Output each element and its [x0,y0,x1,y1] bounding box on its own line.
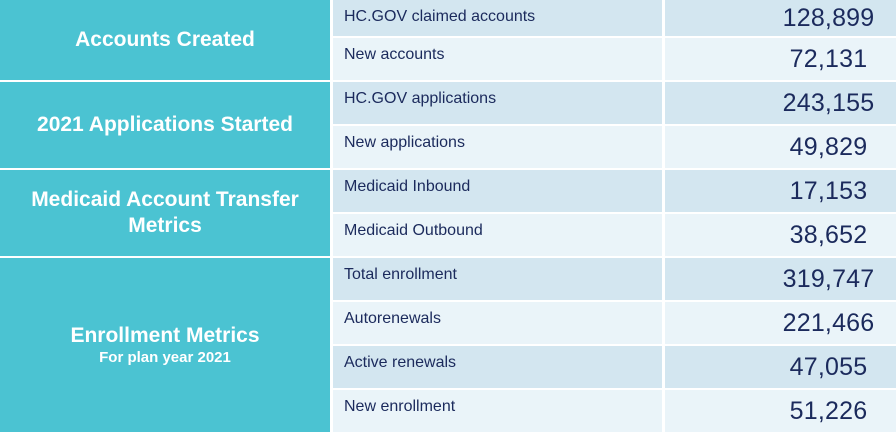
metric-value-cell: 38,652 [665,214,896,256]
group-subtitle: For plan year 2021 [99,349,231,367]
metric-value-cell: 221,466 [665,302,896,344]
group-header-cell: Medicaid Account Transfer Metrics [0,170,330,256]
metric-label-cell: New accounts [333,38,662,80]
metric-value-cell: 72,131 [665,38,896,80]
metric-label-cell: Active renewals [333,346,662,388]
group-title: 2021 Applications Started [37,113,293,137]
metric-label-cell: Autorenewals [333,302,662,344]
metric-value-cell: 17,153 [665,170,896,212]
group-title: Enrollment Metrics [70,323,260,347]
metric-value-cell: 243,155 [665,82,896,124]
metric-value-cell: 49,829 [665,126,896,168]
group-header-cell: Accounts Created [0,0,330,80]
metric-value-cell: 47,055 [665,346,896,388]
metric-value-cell: 319,747 [665,258,896,300]
metric-label-cell: HC.GOV claimed accounts [333,0,662,36]
metric-label-cell: HC.GOV applications [333,82,662,124]
metric-label-cell: New enrollment [333,390,662,432]
group-header-cell: Enrollment Metrics For plan year 2021 [0,258,330,432]
group-title: Accounts Created [75,28,255,52]
group-title: Medicaid Account Transfer Metrics [31,188,299,237]
group-header-cell: 2021 Applications Started [0,82,330,168]
metric-label-cell: Medicaid Inbound [333,170,662,212]
metric-label-cell: Total enrollment [333,258,662,300]
metric-label-cell: Medicaid Outbound [333,214,662,256]
metric-label-cell: New applications [333,126,662,168]
metric-value-cell: 51,226 [665,390,896,432]
metric-value-cell: 128,899 [665,0,896,36]
